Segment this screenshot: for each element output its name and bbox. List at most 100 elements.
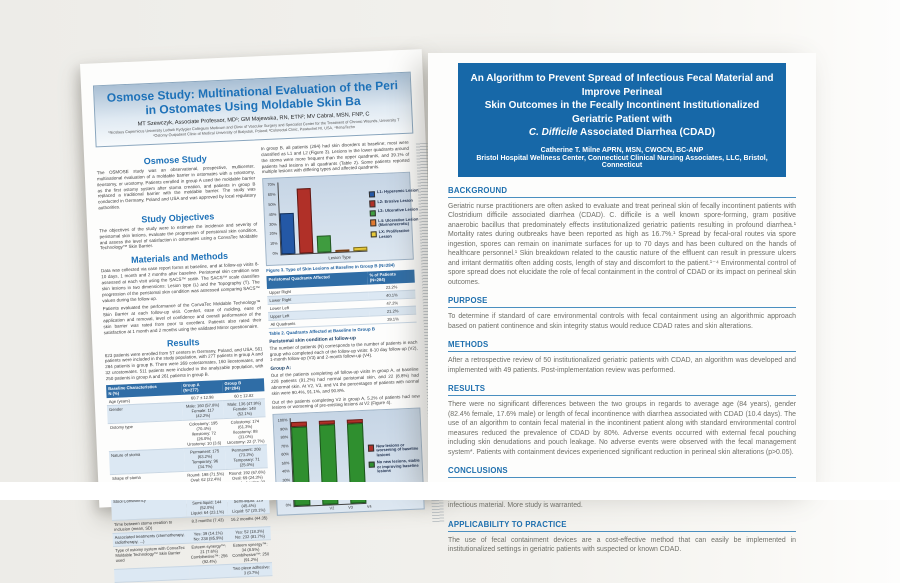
y-tick-label: 70% [267,182,276,188]
y-tick-label: 0% [285,503,292,508]
x-category-label: V4 [366,504,372,509]
y-tick-label: 60% [281,452,290,457]
quadrants-affected-table: Peristomal Quadrants Affected% of Patien… [266,269,417,329]
y-tick-label: 30% [269,222,277,227]
osmose-study-text: The OSMOSE study was an observational, p… [96,163,256,211]
purpose-text: To determine if standard of care environ… [448,313,796,330]
legend-swatch [367,444,375,452]
y-tick-label: 70% [280,444,289,449]
legend-item: New lesions or worsening of baseline les… [367,441,421,458]
y-tick-label: 100% [277,418,288,424]
y-tick-label: 90% [280,427,288,432]
bar-LX [352,246,368,252]
table-cell: Permanent: 175 (63.2%) Temporary: 96 (34… [183,446,227,472]
section-heading-results: RESULTS [448,384,796,397]
table-cell: Male: 136 (47.9%) Female: 148 (52.1%) [223,398,266,419]
osmose-poster: Osmose Study: Multinational Evaluation o… [80,49,445,583]
section-heading-background: BACKGROUND [448,186,796,198]
legend-label: L2: Erosive Lesion [377,197,414,204]
section-background: BACKGROUND Geriatric nurse practitioners… [448,186,796,288]
y-tick-label: 60% [267,192,276,197]
section-heading-methods: METHODS [448,340,796,353]
osmose-column-2: In group B, all patients (284) had skin … [261,140,428,576]
y-tick-label: 50% [268,202,277,207]
figure3-legend: L1: Hyperemic Lesion L2: Erosive Lesion L3… [364,176,424,251]
table-cell: Colostomy: 174 (61.3%) Ileostomy: 88 (31… [223,416,267,447]
table-cell: Nature of stoma [108,448,185,475]
applicability-text: The use of fecal containment devices are… [448,536,796,554]
cdad-title-line2: Skin Outcomes in the Fecally Incontinent… [484,100,760,125]
table-cell: Colostomy: 195 (70.4%) Ileostomy: 72 (26… [182,418,226,449]
cdad-title: An Algorithm to Prevent Spread of Infect… [468,72,776,140]
cdad-title-line1: An Algorithm to Prevent Spread of Infect… [470,73,774,98]
bar-L2 [296,188,314,254]
y-tick-label: 0% [272,251,279,256]
legend-label: L4: Ulcerative Lesion (fibrinonecrotic) [378,215,419,228]
table-cell: Esteem synergy™: 21 (7.6%) Combihesive™:… [187,541,231,567]
results-text: 623 patients were enrolled from 57 cente… [104,345,264,382]
table-cell [188,564,231,579]
baseline-characteristics-table: Baseline Characteristics N (%) Group A (N… [106,378,273,583]
legend-label: New lesions or worsening of baseline les… [376,441,419,458]
section-heading-conclusions: CONCLUSIONS [448,466,796,479]
legend-swatch [368,200,376,208]
legend-swatch [368,461,376,468]
objectives-text: The objectives of the study were to esti… [99,221,258,251]
table-cell: Type of ostomy system with ConvaTec Mold… [113,543,189,570]
legend-item: L1: Hyperemic Lesion [368,187,421,198]
cdad-affiliation: Bristol Hospital Wellness Center, Connec… [476,154,768,169]
legend-item: LX: Proliferative Lesion [370,228,423,239]
table-cell: Male: 160 (57.8%) Female: 117 (42.2%) [181,400,224,421]
table-cell: Two piece adhesive: 3 (0.7%) [230,562,273,578]
y-tick-label: 40% [268,212,277,217]
figure3-panel: 70% 60% 50% 40% 30% 20% 10% 0% L1: Hyperemic Le… [262,171,419,266]
legend-label: LX: Proliferative Lesion [378,228,410,239]
table-cell: 39.1% [369,313,417,324]
x-category-label: V2 [329,506,335,511]
y-tick-label: 80% [280,435,289,440]
cdad-poster-header: An Algorithm to Prevent Spread of Infect… [458,63,786,177]
methods-text: After a retrospective review of 50 insti… [448,357,796,374]
legend-label: No new lesions, stable or improving base… [376,457,420,474]
table-cell: Ostomy type [107,420,184,452]
y-tick-label: 50% [281,461,290,466]
cdad-title-line3: C. Difficile Associated Diarrhea (CDAD) [528,127,716,138]
table-cell [114,566,190,583]
figure3-bar-chart [276,178,368,256]
bar-L4 [334,249,350,253]
group-b-intro-text: In group B, all patients (284) had skin … [260,139,410,175]
legend-label: L3: Ulcerative Lesion [377,206,419,214]
section-purpose: PURPOSE To determine if standard of care… [448,296,796,331]
legend-label: L1: Hyperemic Lesion [376,187,419,195]
legend-item: L3: Ulcerative Lesion [369,206,422,217]
osmose-column-1: Osmose Study The OSMOSE study was an obs… [96,146,273,583]
section-applicability: APPLICABILITY TO PRACTICE The use of fec… [448,520,796,555]
followup-text-2: Out of the patients completing all follo… [270,366,420,396]
y-tick-label: 20% [269,231,278,237]
legend-swatch [369,209,377,217]
section-heading-applicability: APPLICABILITY TO PRACTICE [448,520,796,532]
cdad-poster: An Algorithm to Prevent Spread of Infect… [428,53,816,553]
y-tick-label: 40% [282,469,290,474]
legend-item: L4: Ulcerative Lesion (fibrinonecrotic) [369,215,423,228]
table-cell: Esteem synergy™: 34 (8.5%) Combihesive™:… [229,539,272,565]
results-text: There were no significant differences be… [448,401,796,456]
legend-swatch [368,190,376,198]
legend-swatch [369,219,377,227]
osmose-poster-header: Osmose Study: Multinational Evaluation o… [92,71,414,148]
x-category-label: V3 [348,505,354,510]
background-bottom-band [0,482,900,500]
cdad-author: Catherine T. Milne APRN, MSN, CWOCN, BC-… [540,146,704,154]
section-results: RESULTS There were no significant differ… [448,384,796,457]
methods-text-2: Patients evaluated the performance of th… [102,299,262,335]
section-heading-purpose: PURPOSE [448,296,796,309]
bar-L1 [279,212,296,255]
section-methods: METHODS After a retrospective review of … [448,340,796,375]
background-text: Geriatric nurse practitioners are often … [448,202,796,286]
y-tick-label: 10% [269,241,278,247]
table-cell: Permanent: 208 (73.2%) Temporary: 71 (25… [225,444,268,470]
legend-swatch [370,230,377,238]
legend-item: No new lesions, stable or improving base… [368,457,421,475]
bar-L3 [316,234,332,254]
methods-text-1: Data was collected via case report forms… [100,261,261,303]
